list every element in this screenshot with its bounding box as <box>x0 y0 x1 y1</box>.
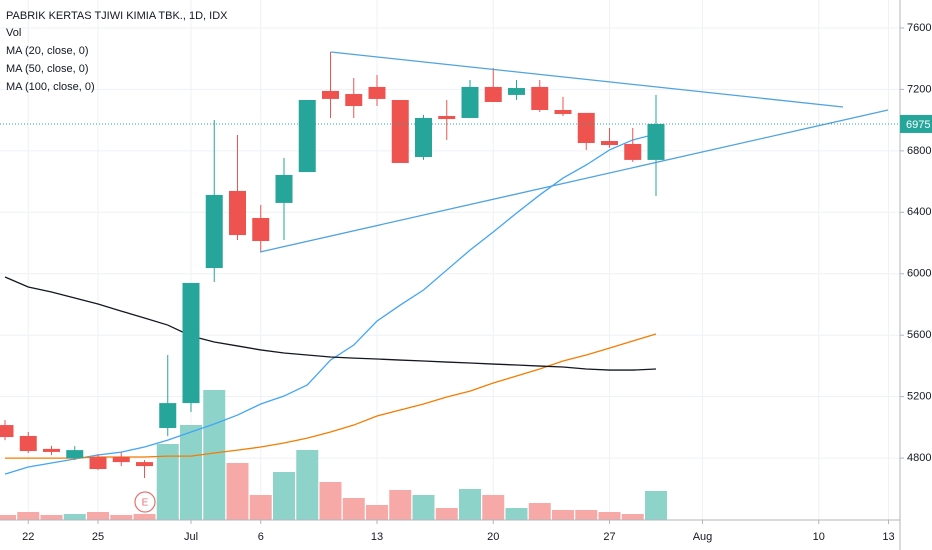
candle-body <box>438 115 456 120</box>
volume-bar <box>17 512 40 520</box>
earnings-circle <box>134 491 156 513</box>
candle-body <box>577 112 595 144</box>
candle-body <box>275 174 293 203</box>
last-price-box <box>900 114 932 133</box>
volume-bar <box>273 472 295 520</box>
candle-body <box>66 450 84 459</box>
y-tick-label: 7600 <box>907 22 931 34</box>
candle-body <box>229 190 246 236</box>
volume-bar <box>366 505 388 520</box>
volume-bar <box>180 425 202 520</box>
chart-title: PABRIK KERTAS TJIWI KIMIA TBK., 1D, IDX <box>6 10 228 22</box>
candle-body <box>112 457 130 463</box>
y-tick-label: 7200 <box>907 83 931 95</box>
x-tick-label: 22 <box>22 531 34 543</box>
x-tick-label: Jul <box>184 531 198 543</box>
candle-body <box>298 100 316 173</box>
earnings-label: E <box>142 498 149 509</box>
candle-body <box>368 86 386 99</box>
volume-bar <box>482 495 505 520</box>
volume-bar <box>552 510 574 520</box>
x-tick-label: 13 <box>371 531 383 543</box>
volume-bar <box>575 510 598 520</box>
volume-bar <box>645 491 667 520</box>
trend-line-upper <box>330 51 844 108</box>
candle-body <box>624 143 642 160</box>
volume-bar <box>226 463 249 520</box>
ma-line <box>4 133 657 475</box>
candle-body <box>345 94 363 106</box>
y-tick-label: 6000 <box>907 268 931 280</box>
x-tick-label: 6 <box>258 531 264 543</box>
volume-bar <box>389 490 412 520</box>
volume-bar <box>342 498 365 520</box>
candle-body <box>554 109 572 114</box>
legend-ma50[interactable]: MA (50, close, 0) <box>6 63 89 75</box>
candle-body <box>182 282 200 404</box>
grid <box>0 0 900 520</box>
volume-bar <box>40 515 63 520</box>
volume-bar <box>621 514 644 520</box>
ma-line <box>4 276 657 371</box>
volume-bar <box>412 495 435 520</box>
candle-body <box>0 425 14 438</box>
volume-bar <box>249 495 272 520</box>
candle-body <box>205 194 223 269</box>
volume-bar <box>459 489 481 520</box>
y-tick-label: 6800 <box>907 145 931 157</box>
candle-body <box>43 448 60 452</box>
axes: 4800 5200 5600 6000 6400 6800 7200 7600 22 25 Jul 6… <box>0 22 932 543</box>
x-tick-label: 25 <box>92 531 104 543</box>
candle-body <box>647 123 665 160</box>
volume-bar <box>203 390 226 520</box>
last-price-label: 6975 <box>906 119 930 131</box>
volume-bar <box>156 444 179 520</box>
candle-body <box>136 462 153 467</box>
candle-body <box>19 435 37 452</box>
candle-body <box>531 86 549 110</box>
x-tick-label: 20 <box>487 531 499 543</box>
legend-volume[interactable]: Vol <box>6 27 21 39</box>
candle-body <box>252 217 270 242</box>
y-tick-label: 6400 <box>907 206 931 218</box>
volume-bar <box>296 450 319 520</box>
candle-body <box>89 457 107 469</box>
legend: PABRIK KERTAS TJIWI KIMIA TBK., 1D, IDX … <box>6 10 228 93</box>
volume-bar <box>528 503 551 520</box>
y-tick-label: 4800 <box>907 452 931 464</box>
volume-bar <box>0 515 16 520</box>
x-tick-label: 27 <box>603 531 615 543</box>
candle-body <box>601 141 618 146</box>
trend-line-lower <box>259 109 889 253</box>
candle-body <box>322 90 339 99</box>
y-tick-label: 5600 <box>907 329 931 341</box>
legend-ma20[interactable]: MA (20, close, 0) <box>6 45 89 57</box>
volume-bar <box>598 512 621 520</box>
candle-body <box>484 86 502 103</box>
volume-bar <box>133 514 156 520</box>
x-tick-label: 13 <box>882 531 894 543</box>
legend-ma100[interactable]: MA (100, close, 0) <box>6 81 95 93</box>
volume-bar <box>319 482 342 520</box>
candle-body <box>415 117 432 157</box>
candle-body <box>391 100 409 163</box>
volume-bar <box>110 515 133 520</box>
volume-bar <box>87 512 109 520</box>
volume-bar <box>505 508 528 520</box>
x-tick-label: Aug <box>693 531 713 543</box>
x-tick-label: 10 <box>813 531 825 543</box>
candle-body <box>159 403 177 428</box>
y-tick-label: 5200 <box>907 391 931 403</box>
candle-body <box>461 86 479 118</box>
candles <box>0 51 665 479</box>
volume-bar <box>435 508 458 520</box>
volume-bar <box>63 514 86 520</box>
earnings-marker[interactable]: E <box>134 491 156 513</box>
candle-body <box>508 88 525 95</box>
